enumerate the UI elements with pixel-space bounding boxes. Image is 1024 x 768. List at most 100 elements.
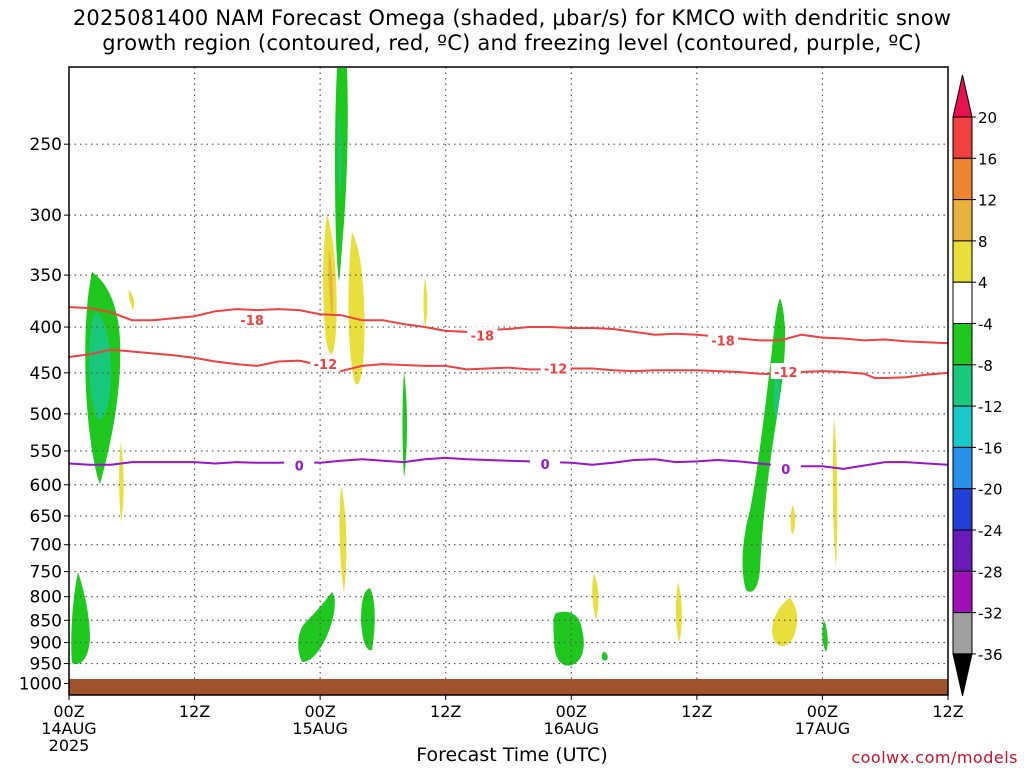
contour-label: -18 xyxy=(711,334,735,349)
colorbar-segment xyxy=(952,240,973,283)
y-tick-label: 500 xyxy=(30,405,62,425)
omega-blob xyxy=(128,290,135,310)
x-tick-label: 12Z xyxy=(179,702,210,721)
contour-line xyxy=(68,456,949,470)
x-date-label: 17AUG xyxy=(795,719,850,738)
x-tick-label: 00Z xyxy=(304,702,335,721)
colorbar-segment xyxy=(952,281,973,325)
colorbar-label: -36 xyxy=(978,646,1003,664)
x-tick-label: 12Z xyxy=(932,702,963,721)
contour-label: -12 xyxy=(774,366,798,381)
colorbar: 20 16 12 8 4 -4 -8 -12 -16 -20 -24 -28 -32 -36 xyxy=(952,74,1003,697)
y-tick-label: 800 xyxy=(30,588,62,608)
colorbar-segment xyxy=(952,612,973,655)
gridlines xyxy=(69,67,948,695)
colorbar-segment xyxy=(952,364,973,407)
y-tick-label: 900 xyxy=(30,634,62,654)
ground-layer xyxy=(69,679,948,695)
x-tick-label: 00Z xyxy=(556,702,587,721)
colorbar-label: -20 xyxy=(978,481,1003,499)
omega-blob xyxy=(338,110,342,200)
omega-blob xyxy=(339,486,347,592)
colorbar-segment xyxy=(952,488,973,531)
contour-label-bg xyxy=(310,355,341,372)
colorbar-segment xyxy=(952,116,973,159)
omega-blob xyxy=(335,68,348,282)
omega-blob xyxy=(601,652,608,661)
omega-shading-layer xyxy=(71,68,838,666)
contour-line xyxy=(68,348,949,379)
y-tick-label: 400 xyxy=(30,318,62,338)
omega-blob xyxy=(832,418,838,568)
y-tick-label: 450 xyxy=(30,364,62,384)
colorbar-top-arrow xyxy=(952,74,973,118)
colorbar-segment xyxy=(952,199,973,242)
colorbar-label: 12 xyxy=(978,192,997,210)
y-tick-label: 250 xyxy=(30,135,62,155)
y-tick-label: 850 xyxy=(30,611,62,631)
y-tick-label: 1000 xyxy=(19,675,62,695)
colorbar-label: -8 xyxy=(978,357,993,375)
contour-label-bg xyxy=(770,459,801,476)
omega-blob xyxy=(298,592,335,662)
contour-label: -18 xyxy=(240,314,264,329)
y-tick-label: 700 xyxy=(30,536,62,556)
colorbar-segment xyxy=(952,405,973,448)
y-tick-label: 350 xyxy=(30,266,62,286)
x-year-label: 2025 xyxy=(49,736,90,755)
temperature-contours: -18 -18 -18 -12 -12 -12 0 0 0 xyxy=(68,306,949,478)
omega-blob xyxy=(71,572,90,665)
y-tick-label: 750 xyxy=(30,563,62,583)
omega-blob xyxy=(361,588,375,651)
omega-blob xyxy=(790,505,796,535)
colorbar-label: -12 xyxy=(978,398,1003,416)
contour-label-bg xyxy=(540,359,571,376)
omega-blob xyxy=(822,620,828,652)
colorbar-label: 20 xyxy=(978,109,997,127)
y-tick-label: 300 xyxy=(30,206,62,226)
x-date-label: 14AUG xyxy=(41,719,96,738)
omega-blob xyxy=(675,582,682,642)
colorbar-segment xyxy=(952,323,973,366)
colorbar-label: -16 xyxy=(978,439,1003,457)
colorbar-label: 4 xyxy=(978,274,988,292)
colorbar-segment xyxy=(952,446,973,490)
colorbar-segment xyxy=(952,157,973,201)
omega-blob xyxy=(119,442,124,522)
omega-blob xyxy=(88,312,112,420)
x-axis-label: Forecast Time (UTC) xyxy=(416,744,608,766)
title-line-1: 2025081400 NAM Forecast Omega (shaded, μ… xyxy=(72,6,952,30)
contour-label-bg xyxy=(530,455,561,472)
omega-blob xyxy=(742,298,786,592)
contour-label-bg xyxy=(708,331,739,348)
colorbar-label: -4 xyxy=(978,316,993,334)
contour-label-bg xyxy=(237,311,268,328)
x-tick-label: 00Z xyxy=(53,702,84,721)
contour-line xyxy=(68,306,949,345)
x-tick-label: 12Z xyxy=(430,702,461,721)
omega-blob xyxy=(592,574,599,620)
chart-title: 2025081400 NAM Forecast Omega (shaded, μ… xyxy=(0,6,1024,56)
omega-blob xyxy=(423,278,428,328)
contour-label-bg xyxy=(770,362,801,379)
y-axis: 250 300 350 400 450 500 550 600 650 700 750 800 850 9… xyxy=(19,135,69,695)
contour-label: 0 xyxy=(541,458,550,473)
y-tick-label: 600 xyxy=(30,476,62,496)
omega-blob xyxy=(553,611,584,666)
colorbar-label: 8 xyxy=(978,233,988,251)
y-tick-label: 650 xyxy=(30,507,62,527)
credit-link[interactable]: coolwx.com/models xyxy=(851,748,1018,767)
colorbar-label: -32 xyxy=(978,605,1003,623)
title-line-2: growth region (contoured, red, ºC) and f… xyxy=(102,31,922,55)
contour-label: 0 xyxy=(781,463,790,478)
y-tick-label: 950 xyxy=(30,655,62,675)
omega-blob xyxy=(348,232,365,385)
contour-label: -12 xyxy=(544,363,568,378)
y-tick-label: 550 xyxy=(30,442,62,462)
colorbar-label: 16 xyxy=(978,150,997,168)
contour-label-bg xyxy=(467,326,498,343)
x-tick-label: 12Z xyxy=(681,702,712,721)
colorbar-bottom-arrow xyxy=(952,653,973,697)
contour-label: -12 xyxy=(314,358,338,373)
